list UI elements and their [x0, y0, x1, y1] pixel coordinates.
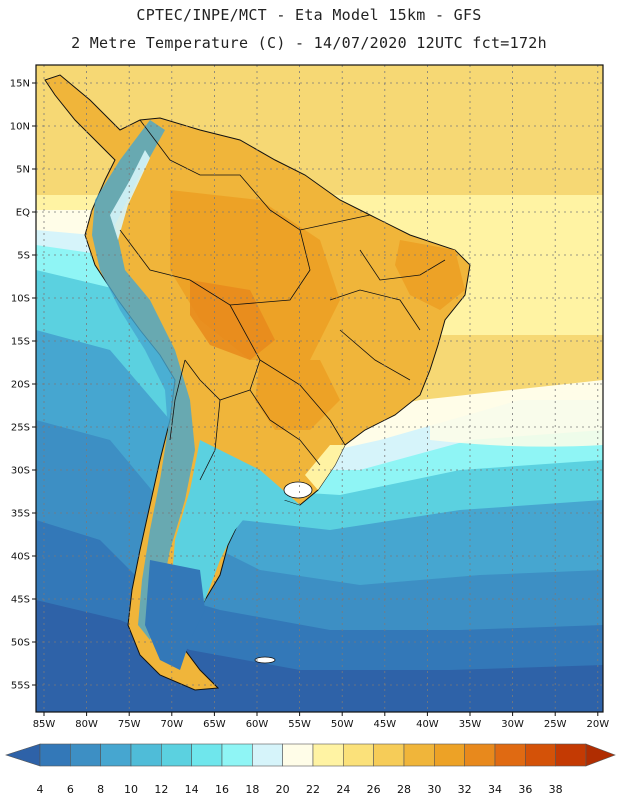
- colorbar-high-arrow: [585, 743, 616, 767]
- colorbar-label: 28: [397, 783, 411, 796]
- lat-label: 5S: [17, 251, 30, 262]
- lat-label: 45S: [11, 595, 30, 606]
- colorbar-swatch: [39, 743, 71, 767]
- lon-label: 70W: [160, 719, 183, 730]
- colorbar-label: 38: [549, 783, 563, 796]
- lon-label: 25W: [544, 719, 567, 730]
- colorbar-swatch: [494, 743, 526, 767]
- lat-label: 35S: [11, 509, 30, 520]
- colorbar-swatch: [282, 743, 314, 767]
- colorbar-swatch: [555, 743, 587, 767]
- lon-label: 40W: [416, 719, 439, 730]
- colorbar-swatch: [525, 743, 556, 767]
- colorbar-label: 12: [154, 783, 168, 796]
- colorbar-swatch: [403, 743, 435, 767]
- lon-label: 30W: [501, 719, 524, 730]
- map-frame: [35, 64, 604, 713]
- colorbar-swatch: [161, 743, 192, 767]
- colorbar-swatch: [191, 743, 223, 767]
- colorbar-swatch: [312, 743, 344, 767]
- colorbar-low-arrow: [5, 743, 41, 767]
- lon-label: 85W: [33, 719, 56, 730]
- country-borders: [119, 119, 446, 481]
- lat-label: 30S: [11, 466, 30, 477]
- lat-label: 25S: [11, 423, 30, 434]
- lon-label: 80W: [75, 719, 98, 730]
- map-title: CPTEC/INPE/MCT - Eta Model 15km - GFS: [136, 6, 482, 24]
- lat-label: 15S: [11, 337, 30, 348]
- colorbar-label: 4: [37, 783, 44, 796]
- colorbar-label: 18: [245, 783, 259, 796]
- lat-label: EQ: [16, 208, 30, 219]
- map-field: [36, 65, 603, 712]
- lon-label: 75W: [118, 719, 141, 730]
- lat-label: 10S: [11, 294, 30, 305]
- lon-label: 35W: [459, 719, 482, 730]
- lon-label: 55W: [288, 719, 311, 730]
- lon-label: 50W: [331, 719, 354, 730]
- colorbar-label: 6: [67, 783, 74, 796]
- lon-label: 65W: [203, 719, 226, 730]
- lat-label: 10N: [10, 122, 30, 133]
- colorbar-label: 10: [124, 783, 138, 796]
- colorbar-label: 32: [458, 783, 472, 796]
- lon-label: 45W: [373, 719, 396, 730]
- colorbar-swatch: [464, 743, 496, 767]
- colorbar-label: 30: [427, 783, 441, 796]
- colorbar-swatch: [434, 743, 465, 767]
- colorbar: [5, 743, 616, 767]
- colorbar-label: 24: [336, 783, 350, 796]
- colorbar-swatch: [373, 743, 405, 767]
- lon-label: 60W: [246, 719, 269, 730]
- colorbar-swatch: [100, 743, 132, 767]
- lat-label: 15N: [10, 79, 30, 90]
- colorbar-label: 20: [276, 783, 290, 796]
- lat-label: 50S: [11, 638, 30, 649]
- map-subtitle: 2 Metre Temperature (C) - 14/07/2020 12U…: [71, 34, 547, 52]
- lon-label: 20W: [586, 719, 609, 730]
- colorbar-swatch: [221, 743, 253, 767]
- colorbar-swatch: [130, 743, 162, 767]
- colorbar-label: 36: [518, 783, 532, 796]
- colorbar-swatch: [343, 743, 374, 767]
- graticule: [36, 65, 603, 712]
- colorbar-label: 26: [367, 783, 381, 796]
- lat-label: 5N: [16, 165, 30, 176]
- lat-label: 55S: [11, 681, 30, 692]
- lat-label: 40S: [11, 552, 30, 563]
- colorbar-label: 16: [215, 783, 229, 796]
- colorbar-swatch: [70, 743, 101, 767]
- colorbar-label: 22: [306, 783, 320, 796]
- colorbar-swatch: [252, 743, 283, 767]
- colorbar-label: 14: [185, 783, 199, 796]
- lat-label: 20S: [11, 380, 30, 391]
- colorbar-label: 8: [97, 783, 104, 796]
- colorbar-label: 34: [488, 783, 502, 796]
